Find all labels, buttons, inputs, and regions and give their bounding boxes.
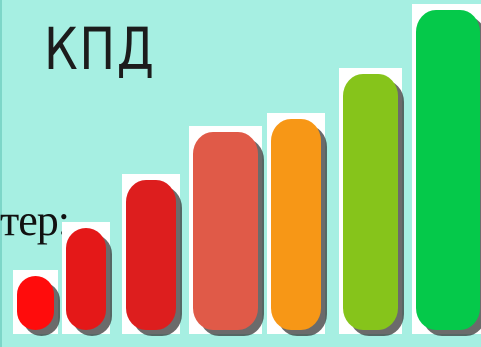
bar-fill <box>193 132 258 330</box>
bar-6 <box>339 68 404 336</box>
left-border <box>0 0 2 347</box>
title-kpd: КПД <box>44 15 156 83</box>
bar-fill <box>416 10 480 330</box>
bar-4 <box>189 126 264 336</box>
bar-1 <box>13 270 60 336</box>
bar-fill <box>343 74 398 330</box>
bar-fill <box>17 276 54 330</box>
bar-fill <box>66 228 106 330</box>
bar-2 <box>62 222 112 336</box>
bar-5 <box>267 113 327 336</box>
bar-fill <box>126 180 176 330</box>
text-fragment: тер: <box>0 196 70 245</box>
bar-fill <box>271 119 321 330</box>
bar-7 <box>412 4 481 336</box>
bar-3 <box>122 174 182 336</box>
